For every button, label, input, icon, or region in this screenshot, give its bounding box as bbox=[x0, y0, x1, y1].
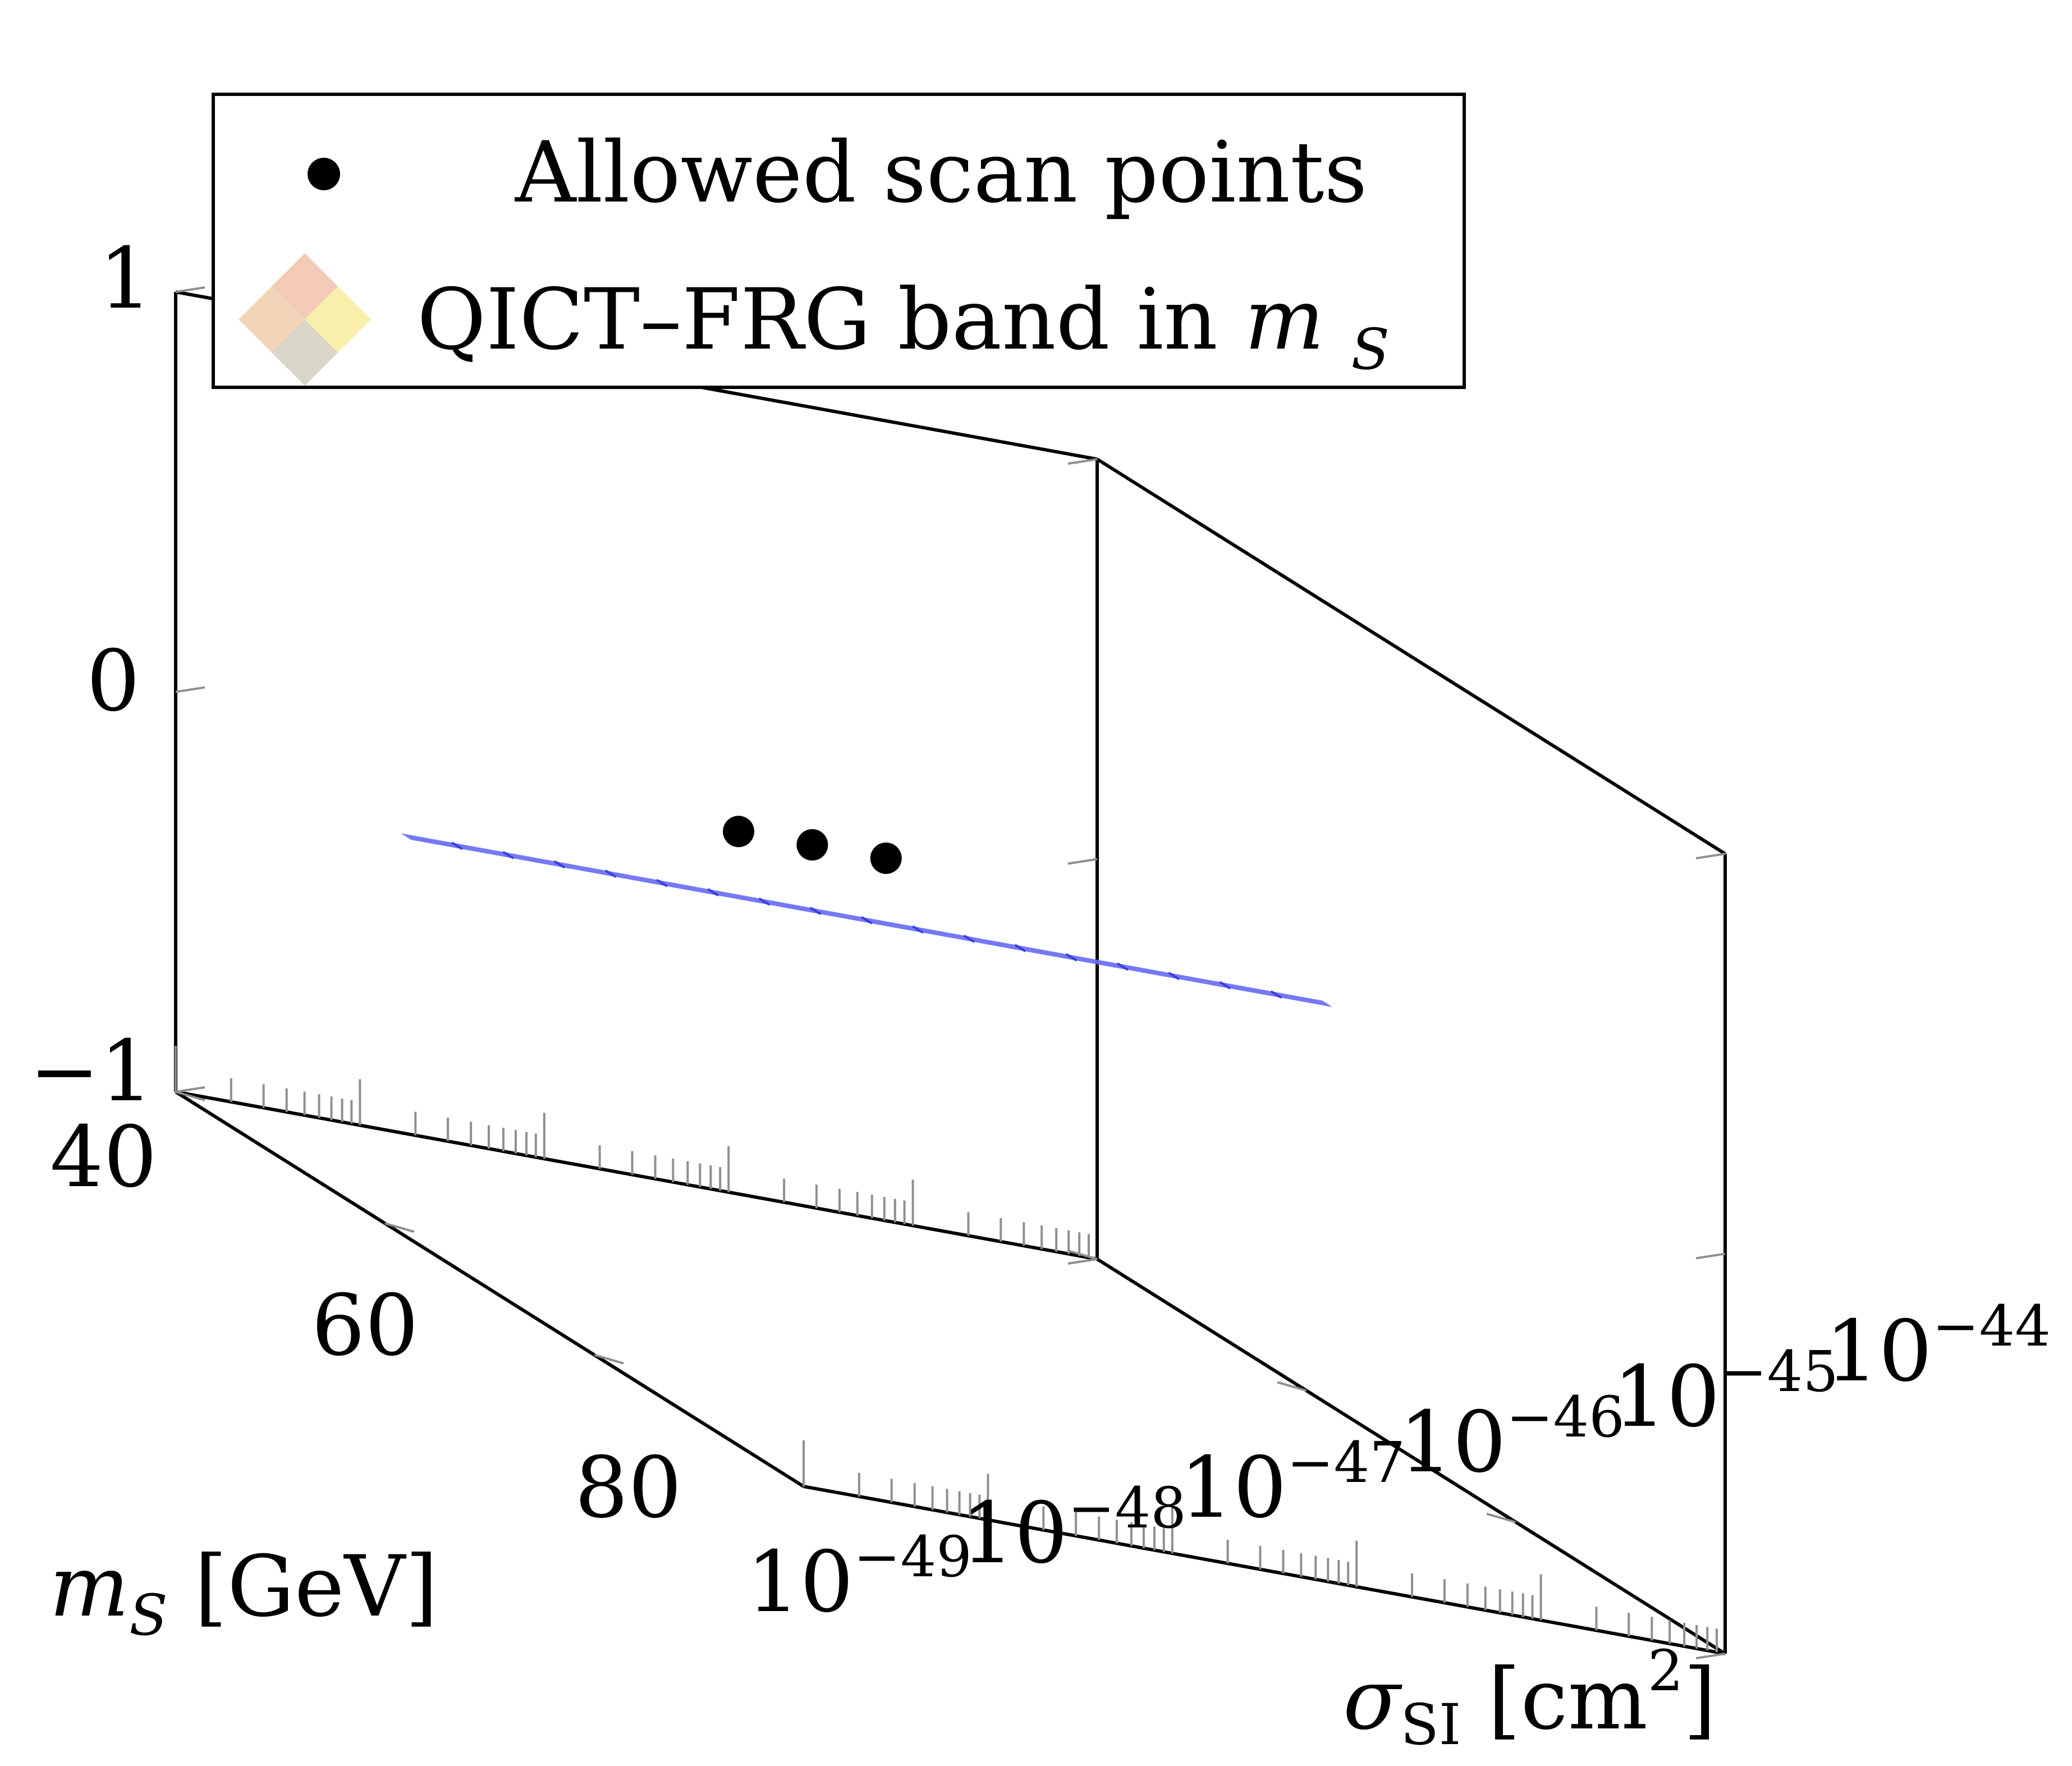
band-segment-line bbox=[707, 888, 719, 897]
x-tick-label-exp: −48 bbox=[1068, 1475, 1186, 1541]
right-y-tick bbox=[1486, 1512, 1516, 1523]
legend-label-allowed-text: Allowed scan points bbox=[515, 124, 1368, 222]
x-tick-label-base: 10 bbox=[746, 1534, 854, 1631]
legend-entry-allowed: Allowed scan points bbox=[215, 102, 1463, 242]
x-axis-label-unit: [cm bbox=[1461, 1651, 1647, 1749]
x-tick-label: 10−49 bbox=[746, 1524, 972, 1631]
data-point bbox=[723, 816, 755, 848]
right-z-tick bbox=[1695, 1653, 1726, 1659]
x-tick-label-base: 10 bbox=[1825, 1303, 1932, 1401]
axis-top-y-line bbox=[1096, 457, 1726, 855]
x-tick-label: 10−46 bbox=[1399, 1384, 1625, 1492]
x-tick-label-base: 10 bbox=[1180, 1439, 1287, 1537]
axis-x-line bbox=[803, 1485, 1726, 1655]
legend-dot-icon bbox=[308, 158, 340, 190]
surface-swatch-icon bbox=[239, 253, 371, 386]
z-tick-label: −1 bbox=[29, 1023, 153, 1120]
y-tick bbox=[594, 1353, 624, 1365]
y-tick bbox=[384, 1222, 415, 1233]
data-point bbox=[870, 842, 902, 874]
z-tick-label: 0 bbox=[86, 633, 140, 730]
band-segment-line bbox=[809, 907, 822, 916]
y-tick-label: 40 bbox=[50, 1109, 157, 1206]
x-tick-label-exp: −49 bbox=[854, 1524, 972, 1590]
x-tick-label-exp: −47 bbox=[1287, 1430, 1405, 1495]
x-tick-label: 10−47 bbox=[1180, 1430, 1405, 1537]
band-segment-line bbox=[1270, 990, 1282, 999]
x-tick-label: 10−45 bbox=[1613, 1339, 1839, 1446]
legend-label-allowed: Allowed scan points bbox=[515, 131, 1367, 215]
back-z-tick bbox=[1067, 458, 1098, 465]
back-z-tick bbox=[1067, 858, 1098, 865]
band-segment-line bbox=[1117, 962, 1129, 971]
legend-label-band-main: QICT–FRG band in bbox=[417, 271, 1245, 369]
x-tick-label: 10−48 bbox=[961, 1475, 1186, 1582]
band-segment-line bbox=[656, 879, 668, 887]
x-tick-label: 10−44 bbox=[1825, 1293, 2051, 1401]
data-point bbox=[796, 829, 828, 861]
right-y-tick bbox=[1067, 1250, 1098, 1260]
band-segment-line bbox=[553, 860, 566, 869]
z-tick bbox=[175, 1086, 205, 1093]
axis-back-y-line bbox=[1096, 1257, 1726, 1655]
y-tick-label: 80 bbox=[575, 1439, 682, 1537]
right-y-tick bbox=[1277, 1381, 1307, 1392]
back-z-tick bbox=[1067, 1258, 1098, 1265]
legend: Allowed scan points QICT–FRG band in m S bbox=[212, 93, 1466, 389]
legend-label-band-var: m bbox=[1244, 271, 1324, 369]
x-tick-label-base: 10 bbox=[1399, 1394, 1506, 1492]
legend-entry-band: QICT–FRG band in m S bbox=[215, 243, 1463, 386]
z-tick-label: 1 bbox=[99, 230, 152, 328]
z-tick bbox=[175, 286, 205, 293]
y-axis-label-main: m bbox=[49, 1538, 129, 1636]
y-axis-label-unit: [GeV] bbox=[168, 1538, 438, 1636]
legend-label-band-sub: S bbox=[1351, 317, 1390, 382]
x-tick-label-base: 10 bbox=[961, 1485, 1068, 1582]
band-segment-line bbox=[860, 916, 873, 925]
x-axis-label-tail: ] bbox=[1684, 1651, 1717, 1749]
band-segment-line bbox=[1014, 944, 1026, 953]
x-tick-label-base: 10 bbox=[1613, 1348, 1720, 1446]
y-tick-label: 60 bbox=[311, 1277, 419, 1375]
band-segment-line bbox=[451, 841, 463, 850]
band-segment-line bbox=[758, 897, 771, 906]
x-tick-label-exp: −46 bbox=[1506, 1384, 1625, 1450]
x-axis-label: σSI [cm2] bbox=[1343, 1638, 1716, 1758]
legend-label-band: QICT–FRG band in m S bbox=[417, 278, 1390, 378]
band-segment-line bbox=[1168, 972, 1180, 981]
y-axis-label-sub: S bbox=[129, 1582, 168, 1648]
band-segment-line bbox=[912, 925, 924, 934]
axis-back-x-line bbox=[175, 1090, 1098, 1261]
x-tick-label-exp: −45 bbox=[1720, 1339, 1839, 1404]
x-axis-label-sub: SI bbox=[1400, 1692, 1461, 1758]
band-segment-line bbox=[1219, 981, 1231, 990]
right-z-tick bbox=[1695, 1252, 1726, 1260]
x-axis-label-main: σ bbox=[1343, 1651, 1402, 1749]
band-segment-line bbox=[604, 869, 617, 879]
x-axis-label-exp: 2 bbox=[1648, 1638, 1684, 1704]
band-segment-line bbox=[963, 934, 975, 943]
band-segment-line bbox=[502, 850, 515, 859]
z-tick bbox=[175, 686, 205, 693]
axis-y-line bbox=[175, 1090, 805, 1488]
band-segment-line bbox=[1065, 953, 1078, 962]
x-tick-label-exp: −44 bbox=[1932, 1293, 2051, 1359]
y-axis-label: mS [GeV] bbox=[49, 1538, 438, 1648]
y-tick bbox=[175, 1091, 205, 1101]
right-z-tick bbox=[1695, 853, 1726, 859]
